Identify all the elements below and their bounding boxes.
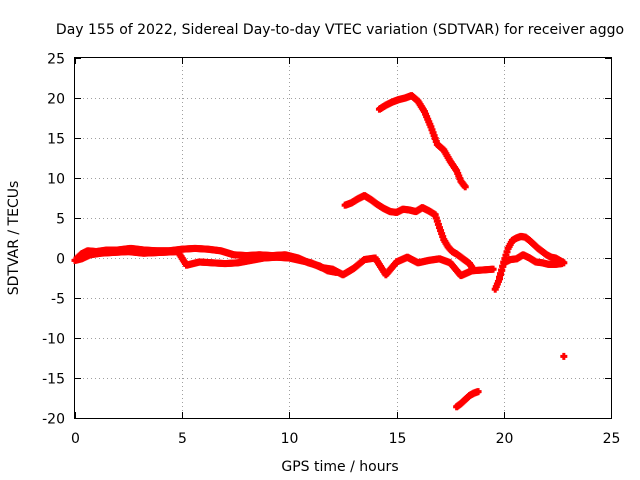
y-tick-label: 5 [56, 212, 65, 228]
data-point [476, 388, 480, 396]
y-tick-label: 10 [47, 172, 65, 188]
y-axis-label: SDTVAR / TECUs [6, 181, 22, 296]
y-tick-label: -10 [42, 332, 65, 348]
data-point [491, 265, 495, 273]
data-point [562, 352, 566, 360]
y-tick-label: 20 [47, 92, 65, 108]
data-point [463, 183, 467, 191]
grid [75, 58, 611, 418]
series-track-mid [341, 192, 478, 274]
data-point [500, 266, 504, 274]
axis-ticks [75, 58, 612, 419]
data-point [501, 262, 505, 270]
series-track-low [453, 388, 482, 411]
series-outlier [560, 352, 568, 360]
x-axis-label: GPS time / hours [281, 459, 398, 475]
x-tick-label: 15 [389, 431, 407, 447]
x-tick-label: 20 [496, 431, 514, 447]
y-tick-label: 25 [47, 52, 65, 68]
data-point [472, 266, 476, 274]
x-tick-label: 10 [281, 431, 299, 447]
y-tick-label: 0 [56, 252, 65, 268]
data-points [71, 92, 568, 411]
x-tick-label: 25 [603, 431, 621, 447]
data-point [499, 270, 503, 278]
y-tick-label: 15 [47, 132, 65, 148]
plot-frame [74, 57, 612, 419]
y-tick-label: -5 [51, 292, 65, 308]
y-tick-label: -20 [42, 412, 65, 428]
y-tick-labels: -20 -15 -10 -5 0 5 10 15 20 25 [42, 52, 65, 428]
x-tick-labels: 0 5 10 15 20 25 [71, 431, 620, 447]
data-point [560, 260, 564, 268]
chart-title: Day 155 of 2022, Sidereal Day-to-day VTE… [56, 22, 624, 38]
x-tick-label: 5 [178, 431, 187, 447]
y-tick-label: -15 [42, 372, 65, 388]
series-track-after-20h-lower [496, 251, 566, 281]
x-tick-label: 0 [71, 431, 80, 447]
series-track-main-lower [71, 248, 497, 280]
series-track-upper [375, 92, 469, 191]
data-point [498, 273, 502, 281]
